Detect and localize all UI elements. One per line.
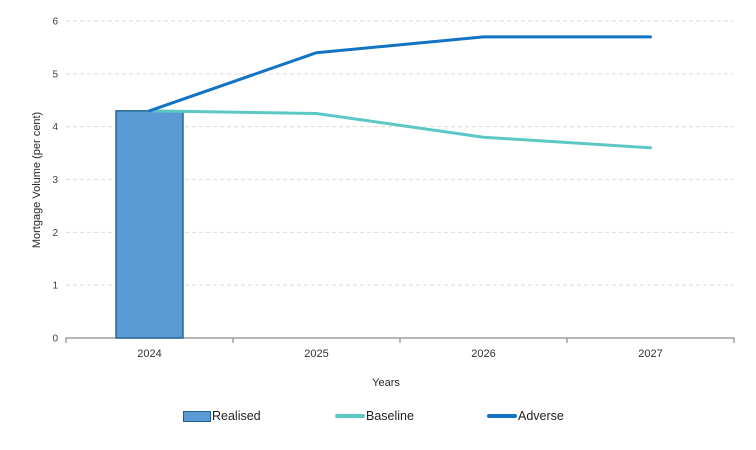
legend-item-realised: Realised (150, 409, 302, 423)
line-adverse (148, 35, 652, 113)
y-tick-label-2: 2 (52, 228, 58, 239)
y-tick-label-5: 5 (52, 69, 58, 80)
x-tick-label-2026: 2026 (471, 348, 495, 360)
legend-item-baseline: Baseline (302, 409, 454, 423)
x-tick-label-2024: 2024 (137, 348, 161, 360)
chart-legend: Realised Baseline Adverse (0, 409, 756, 423)
line-baseline (148, 109, 652, 150)
bar-realised-2024 (115, 110, 184, 339)
x-axis-title: Years (372, 377, 400, 389)
mortgage-volume-chart: 0 1 2 3 4 5 6 2024 2025 2026 2027 Mortgage Volume … (31, 17, 735, 389)
x-tick-label-2025: 2025 (304, 348, 328, 360)
legend-item-adverse: Adverse (454, 409, 606, 423)
chart-legend-row: Realised Baseline Adverse (150, 409, 606, 423)
legend-label-baseline: Baseline (366, 409, 414, 423)
plot-area: 0 1 2 3 4 5 6 2024 2025 2026 2027 (52, 17, 735, 360)
y-tick-label-6: 6 (52, 17, 58, 28)
x-tick-label-2027: 2027 (638, 348, 662, 360)
adverse-line-swatch-icon (487, 414, 517, 418)
y-tick-label-1: 1 (52, 281, 58, 292)
y-tick-label-3: 3 (52, 175, 58, 186)
y-tick-label-0: 0 (52, 334, 58, 345)
y-axis-title: Mortgage Volume (per cent) (31, 112, 43, 248)
baseline-line-swatch-icon (335, 414, 365, 418)
realised-bar-swatch-icon (183, 410, 211, 422)
y-tick-label-4: 4 (52, 122, 58, 133)
legend-label-realised: Realised (212, 409, 261, 423)
legend-label-adverse: Adverse (518, 409, 564, 423)
